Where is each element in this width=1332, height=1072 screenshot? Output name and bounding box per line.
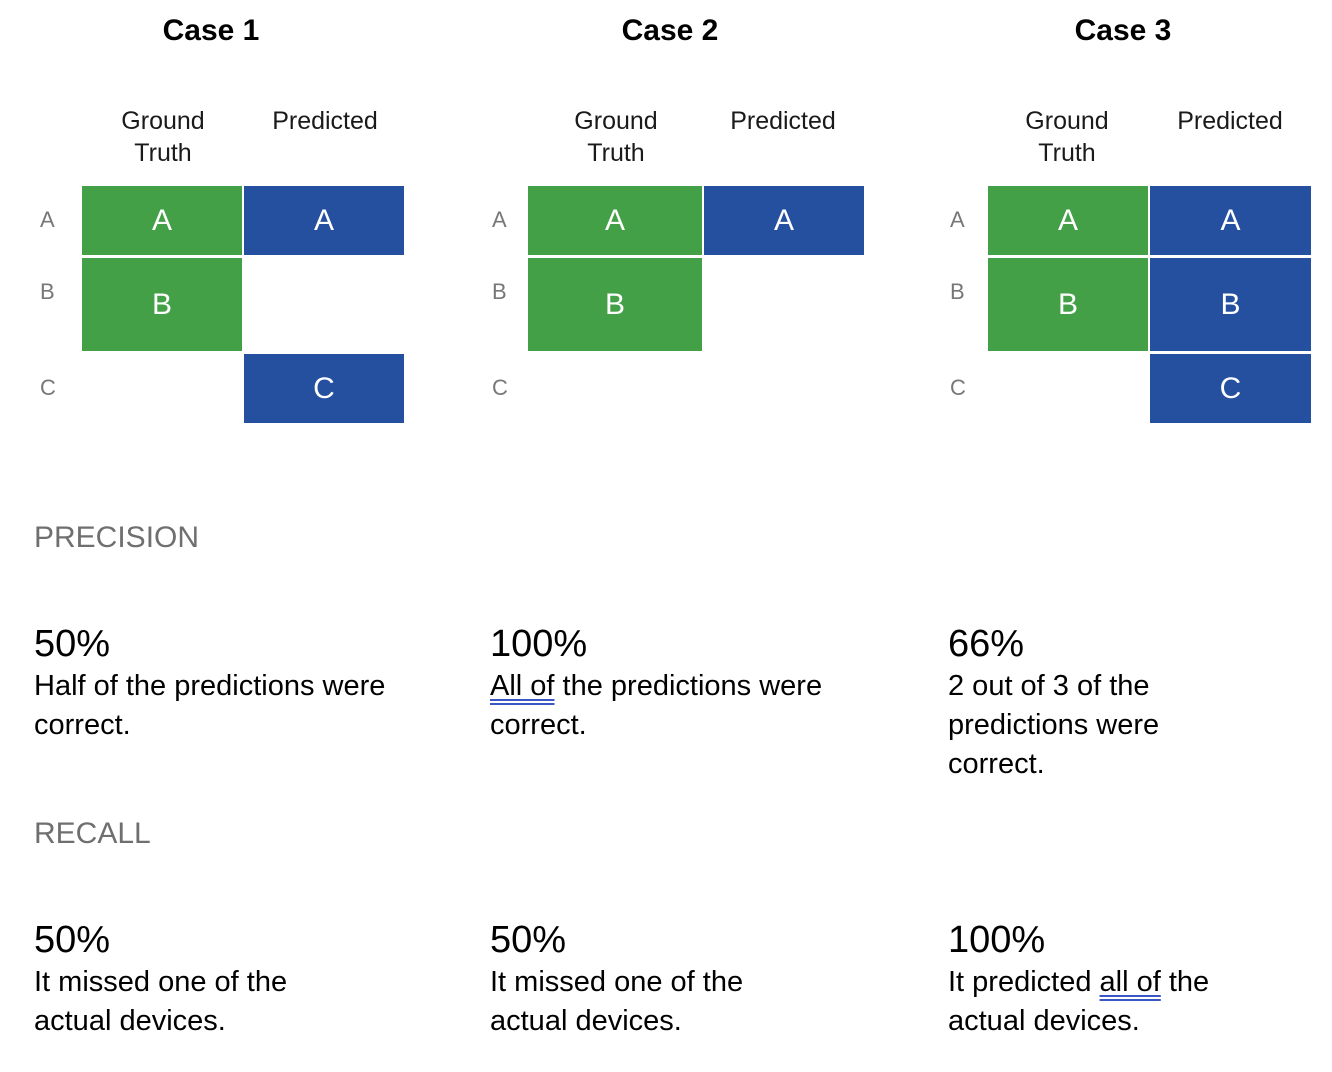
case-3-ground-truth-cell-a: A	[988, 186, 1148, 255]
case-2-ground-truth-cell-a: A	[528, 186, 702, 255]
case-3-title: Case 3	[1074, 14, 1172, 47]
case-3-row-label-c: C	[950, 375, 966, 400]
case-1-row-label-b: B	[40, 279, 55, 304]
case-1-ground-truth-cell-b: B	[82, 258, 242, 351]
case-1-recall-text-pre: It missed one of the actual devices.	[34, 966, 288, 1037]
case-1-title: Case 1	[162, 14, 260, 47]
case-1-predicted-cell-a: A	[244, 186, 404, 255]
case-2-recall-description: It missed one of the actual devices.	[490, 963, 810, 1041]
case-3-predicted-cell-b: B	[1150, 258, 1311, 351]
case-2-ground-truth-cell-b: B	[528, 258, 702, 351]
case-3-recall-description: It predicted all of the actual devices.	[948, 963, 1278, 1041]
case-1-predicted-header: Predicted	[272, 107, 378, 135]
case-1-ground-truth-header: Ground Truth	[121, 107, 205, 167]
case-3-recall-text-post: the actual devices.	[948, 966, 1210, 1037]
case-2-title: Case 2	[621, 14, 719, 47]
case-2-precision-description: All of the predictions were correct.	[490, 667, 870, 745]
case-1-precision-text-post: Half of the predictions were correct.	[34, 670, 386, 741]
case-2-recall-text-pre: It missed one of the actual devices.	[490, 966, 744, 1037]
case-2-row-label-c: C	[492, 375, 508, 400]
case-3-ground-truth-header: Ground Truth	[1025, 107, 1109, 167]
case-3-precision-description: 2 out of 3 of the predictions were corre…	[948, 667, 1228, 784]
case-1-recall-description: It missed one of the actual devices.	[34, 963, 354, 1041]
case-1-row-label-a: A	[40, 207, 55, 232]
precision-section-label: PRECISION	[34, 521, 200, 554]
recall-section-label: RECALL	[34, 817, 151, 850]
case-2-predicted-header: Predicted	[730, 107, 836, 135]
case-3-predicted-cell-c: C	[1150, 354, 1311, 423]
case-3-predicted-cell-a: A	[1150, 186, 1311, 255]
case-2-ground-truth-header: Ground Truth	[574, 107, 658, 167]
case-2-predicted-cell-a: A	[704, 186, 864, 255]
case-1-ground-truth-cell-a: A	[82, 186, 242, 255]
case-2-precision-value: 100%	[490, 623, 588, 665]
case-3-recall-text-pre: It predicted	[948, 966, 1100, 998]
case-3-precision-text-post: 2 out of 3 of the predictions were corre…	[948, 670, 1160, 780]
case-3-row-label-a: A	[950, 207, 965, 232]
case-1-precision-value: 50%	[34, 623, 111, 665]
case-3-recall-value: 100%	[948, 919, 1046, 961]
case-3-precision-value: 66%	[948, 623, 1025, 665]
case-2-precision-text-post: the predictions were correct.	[490, 670, 823, 741]
case-3-predicted-header: Predicted	[1177, 107, 1283, 135]
case-1-row-label-c: C	[40, 375, 56, 400]
case-1-predicted-cell-c: C	[244, 354, 404, 423]
case-1-recall-value: 50%	[34, 919, 111, 961]
case-3-ground-truth-cell-b: B	[988, 258, 1148, 351]
case-1-precision-description: Half of the predictions were correct.	[34, 667, 414, 745]
case-2-precision-link[interactable]: All of	[490, 670, 555, 702]
case-3-row-label-b: B	[950, 279, 965, 304]
case-2-row-label-a: A	[492, 207, 507, 232]
case-3-recall-link[interactable]: all of	[1099, 966, 1161, 998]
case-2-row-label-b: B	[492, 279, 507, 304]
case-2-recall-value: 50%	[490, 919, 567, 961]
